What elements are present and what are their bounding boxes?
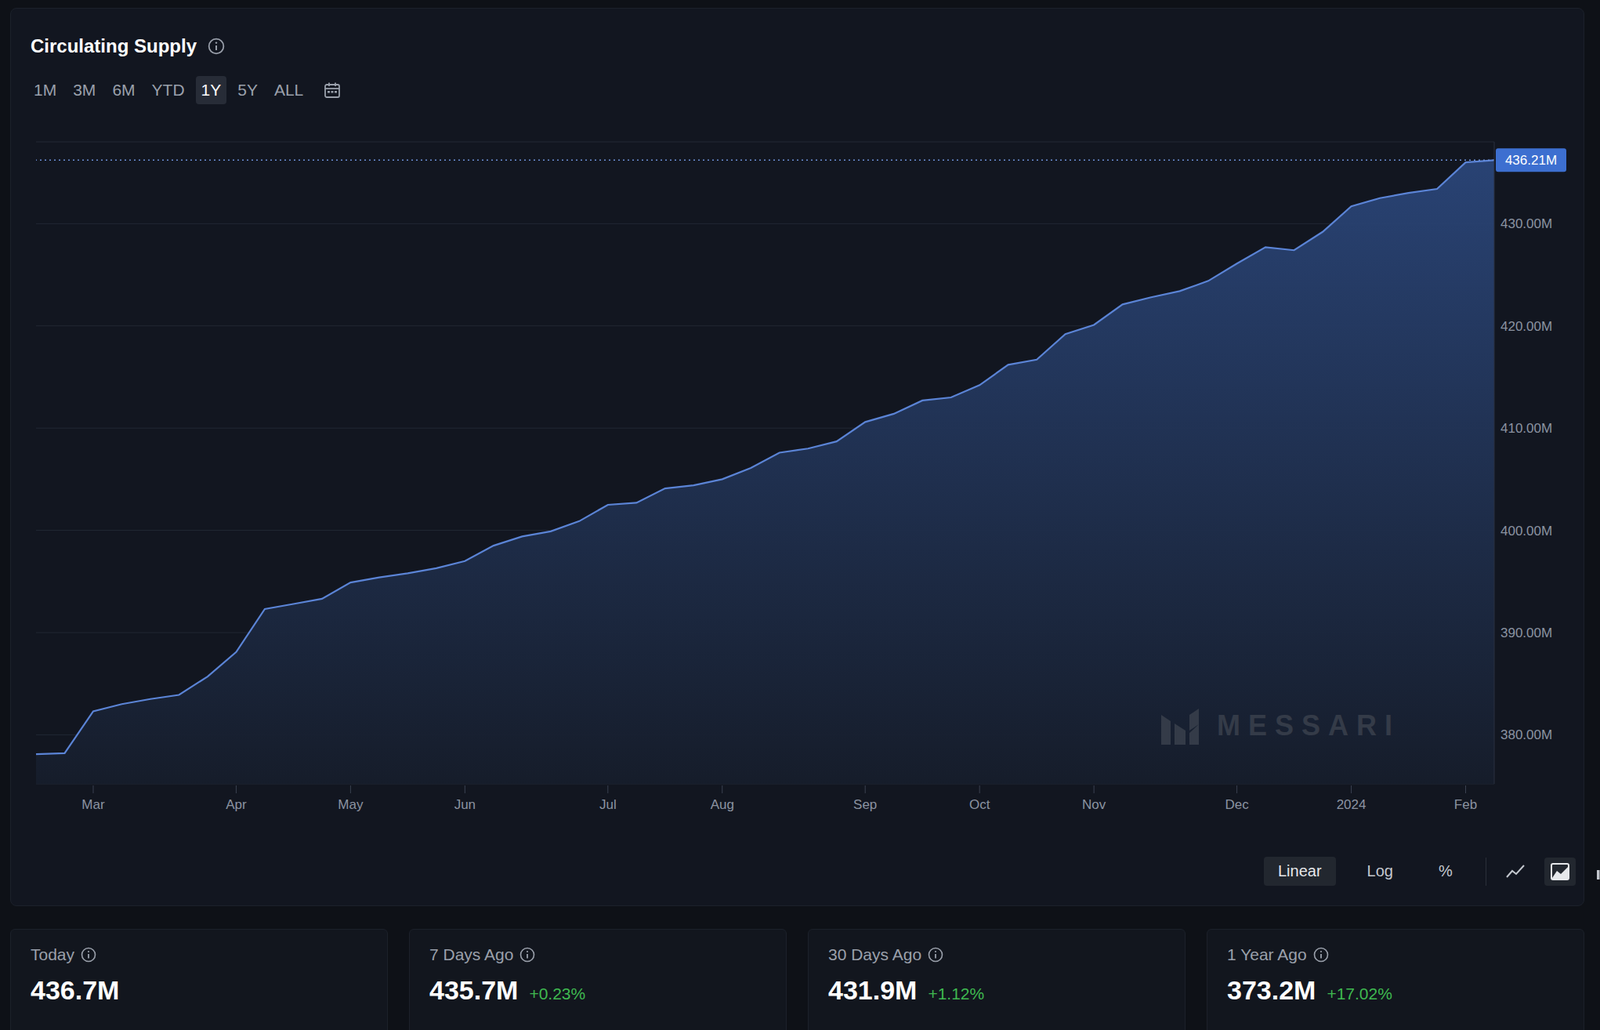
svg-text:Oct: Oct bbox=[969, 796, 991, 812]
html-text:30 Days Ago: 30 Days Ago bbox=[828, 944, 922, 963]
html-text:436.7M: 436.7M bbox=[30, 974, 120, 1005]
svg-text:Jul: Jul bbox=[599, 796, 617, 812]
svg-text:420.00M: 420.00M bbox=[1500, 318, 1553, 334]
html-text:1M: 1M bbox=[33, 80, 57, 99]
svg-text:Sep: Sep bbox=[853, 796, 877, 812]
svg-text:Dec: Dec bbox=[1224, 796, 1249, 812]
html-text:Log: Log bbox=[1366, 861, 1394, 880]
svg-text:380.00M: 380.00M bbox=[1500, 727, 1553, 743]
html-text:6M: 6M bbox=[112, 80, 136, 99]
svg-text:Mar: Mar bbox=[81, 796, 105, 812]
svg-text:Nov: Nov bbox=[1082, 796, 1107, 812]
svg-text:400.00M: 400.00M bbox=[1500, 523, 1553, 539]
svg-text:May: May bbox=[337, 796, 364, 812]
html-text:Circulating Supply: Circulating Supply bbox=[30, 35, 197, 57]
svg-text:Aug: Aug bbox=[710, 796, 735, 812]
svg-text:2024: 2024 bbox=[1336, 796, 1367, 812]
html-text:Linear: Linear bbox=[1277, 861, 1322, 880]
svg-text:436.21M: 436.21M bbox=[1505, 152, 1557, 168]
svg-text:Jun: Jun bbox=[454, 796, 476, 812]
svg-text:Apr: Apr bbox=[225, 796, 247, 812]
html-text:3M: 3M bbox=[73, 80, 96, 99]
html-text:Today: Today bbox=[30, 944, 75, 963]
html-text:1Y: 1Y bbox=[201, 80, 222, 99]
html-text:431.9M +1.12%: 431.9M +1.12% bbox=[828, 974, 985, 1005]
svg-text:Feb: Feb bbox=[1454, 796, 1477, 812]
html-text:YTD: YTD bbox=[151, 80, 185, 99]
html-text:1 Year Ago: 1 Year Ago bbox=[1227, 944, 1307, 963]
html-text:5Y: 5Y bbox=[237, 80, 258, 99]
html-text:MESSARI: MESSARI bbox=[1216, 709, 1401, 742]
svg-text:390.00M: 390.00M bbox=[1500, 625, 1553, 641]
html-text:435.7M +0.23%: 435.7M +0.23% bbox=[429, 974, 586, 1005]
html-text:7 Days Ago: 7 Days Ago bbox=[429, 944, 514, 963]
html-text:ALL: ALL bbox=[274, 80, 304, 99]
svg-text:430.00M: 430.00M bbox=[1500, 216, 1553, 232]
svg-text:410.00M: 410.00M bbox=[1500, 420, 1553, 436]
html-text:373.2M +17.02%: 373.2M +17.02% bbox=[1227, 974, 1393, 1005]
